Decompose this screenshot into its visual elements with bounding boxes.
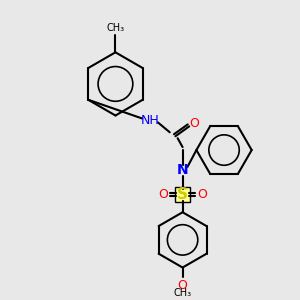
Text: O: O [190,117,200,130]
Text: CH₃: CH₃ [106,22,124,33]
Text: O: O [197,188,207,201]
FancyBboxPatch shape [175,187,190,202]
Text: N: N [177,163,188,177]
Text: O: O [178,279,188,292]
Text: CH₃: CH₃ [173,288,192,298]
Text: NH: NH [141,114,159,127]
Text: O: O [158,188,168,201]
Text: S: S [177,187,188,202]
